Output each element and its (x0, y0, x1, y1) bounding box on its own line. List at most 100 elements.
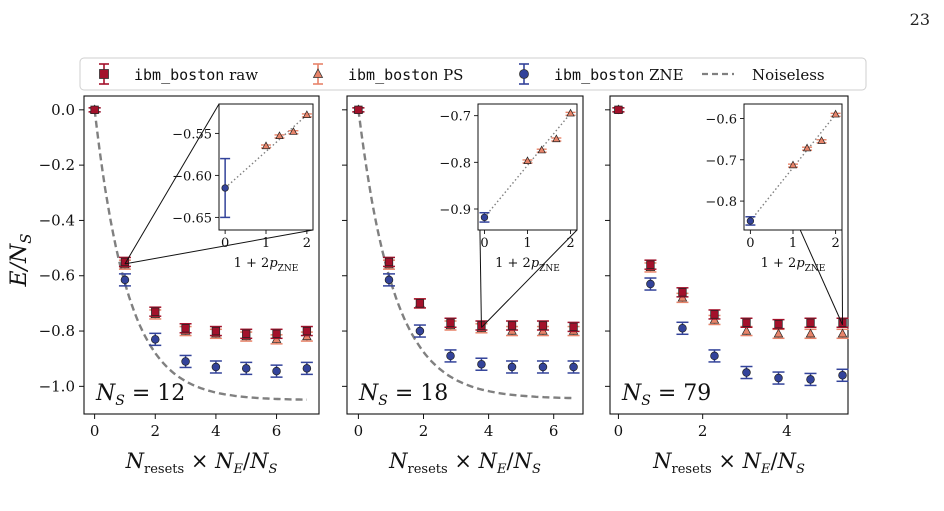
marker-ps (537, 145, 546, 154)
marker-zne (806, 375, 815, 384)
marker-raw (181, 324, 190, 333)
marker-raw (384, 257, 394, 267)
noiseless-curve (93, 109, 307, 401)
marker-raw (151, 307, 160, 316)
marker-raw (806, 318, 815, 327)
chart-panel-3: 0 2 4 Nresets × NE/NS NS = 79 0 1 2 −0.6 −0.7 −0.8… (605, 95, 849, 477)
zoom-connector (124, 229, 314, 265)
marker-ps (817, 136, 826, 144)
x-tick-label: 2 (698, 422, 708, 440)
marker-zne (221, 184, 229, 192)
chart-panel-1: 0 2 4 6 0.0 −0.2 −0.4 −0.6 −0.8 −1.0 Nresets × NE/… (39, 95, 320, 477)
inset-x-tick-label: 0 (480, 236, 488, 251)
inset-plot: 0 1 2 −0.55 −0.60 −0.65 1 + 2pZNE (172, 103, 314, 274)
inset-y-tick-label: −0.60 (172, 169, 212, 184)
marker-raw (446, 318, 455, 327)
marker-zne (774, 373, 783, 383)
marker-raw (120, 257, 130, 267)
plot-frame (346, 95, 584, 415)
legend-label-text: raw (224, 66, 258, 84)
marker-zne (838, 371, 847, 380)
marker-ps (289, 127, 298, 135)
legend-marker-raw (99, 69, 109, 79)
legend-marker-zne (519, 69, 529, 79)
marker-raw (774, 319, 783, 329)
marker-raw (507, 321, 517, 330)
y-tick-label: 0.0 (51, 101, 75, 119)
x-tick-label: 4 (484, 422, 494, 440)
marker-ps (552, 134, 561, 143)
marker-raw (354, 105, 363, 114)
inset-frame (477, 103, 578, 231)
legend-marker-ps (312, 68, 324, 78)
marker-ps (805, 328, 816, 338)
marker-zne (211, 362, 221, 372)
marker-ps (275, 131, 284, 139)
zoom-connector (124, 103, 220, 265)
svg-text:ibm_boston PS: ibm_boston PS (348, 66, 463, 84)
svg-text:ibm_boston raw: ibm_boston raw (134, 66, 258, 84)
y-tick-label: −0.8 (39, 322, 75, 340)
x-axis-label: Nresets × NE/NS (652, 449, 805, 477)
marker-raw (646, 260, 655, 269)
marker-zne (120, 275, 130, 285)
marker-zne (480, 213, 489, 222)
marker-ps (741, 325, 752, 335)
marker-zne (151, 335, 160, 344)
inset-x-tick-label: 0 (746, 236, 754, 251)
x-tick-label: 6 (549, 422, 559, 440)
inset-y-tick-label: −0.9 (439, 203, 471, 218)
marker-zne (446, 351, 455, 361)
inset-x-label: 1 + 2pZNE (495, 256, 560, 274)
legend-entry-ps: ibm_boston PS (312, 63, 463, 85)
marker-raw (272, 329, 281, 338)
inset-fit-line (483, 112, 572, 218)
inset-y-tick-label: −0.6 (705, 112, 737, 127)
inset-y-tick-label: −0.7 (705, 154, 737, 169)
marker-zne (678, 324, 687, 333)
legend-label-text: PS (438, 66, 463, 84)
legend: ibm_boston raw ibm_boston PS ibm_boston … (79, 57, 867, 91)
plot-frame (609, 95, 849, 415)
legend-entry-zne: ibm_boston ZNE (519, 63, 684, 85)
legend-label-mono: ibm_boston (134, 66, 224, 84)
marker-zne (742, 368, 751, 377)
marker-raw (678, 288, 687, 297)
x-tick-label: 6 (272, 422, 282, 440)
zoom-connector (841, 229, 844, 325)
marker-zne (272, 366, 281, 376)
marker-raw (415, 299, 425, 308)
marker-ps (788, 160, 798, 169)
inset-x-label: 1 + 2pZNE (761, 256, 826, 274)
marker-zne (384, 275, 394, 285)
y-tick-label: −0.4 (39, 211, 75, 229)
marker-zne (241, 364, 251, 373)
marker-raw (538, 321, 548, 330)
zoom-connector (481, 229, 578, 328)
marker-raw (302, 326, 312, 336)
page-number: 23 (909, 10, 930, 29)
marker-ps (773, 328, 784, 338)
inset-x-tick-label: 2 (303, 236, 311, 251)
inset-y-tick-label: −0.8 (439, 156, 471, 171)
marker-zne (477, 359, 486, 369)
marker-ps (523, 156, 532, 165)
plot-frame (83, 95, 320, 415)
legend-label-mono: ibm_boston (554, 66, 644, 84)
marker-ps (261, 141, 271, 150)
marker-ps (831, 109, 840, 118)
inset-x-tick-label: 2 (566, 236, 574, 251)
y-tick-label: −0.2 (39, 156, 75, 174)
inset-x-tick-label: 1 (789, 236, 797, 251)
inset-plot: 0 1 2 −0.7 −0.8 −0.9 1 + 2pZNE (439, 103, 578, 274)
x-tick-label: 4 (211, 422, 221, 440)
y-tick-label: −1.0 (39, 377, 75, 395)
marker-raw (614, 105, 623, 114)
marker-zne (538, 362, 548, 372)
marker-ps (566, 108, 575, 117)
x-axis-label: Nresets × NE/NS (125, 449, 278, 477)
x-axis-label: Nresets × NE/NS (388, 449, 541, 477)
marker-zne (746, 217, 755, 225)
inset-x-tick-label: 1 (523, 236, 531, 251)
marker-zne (569, 362, 578, 372)
